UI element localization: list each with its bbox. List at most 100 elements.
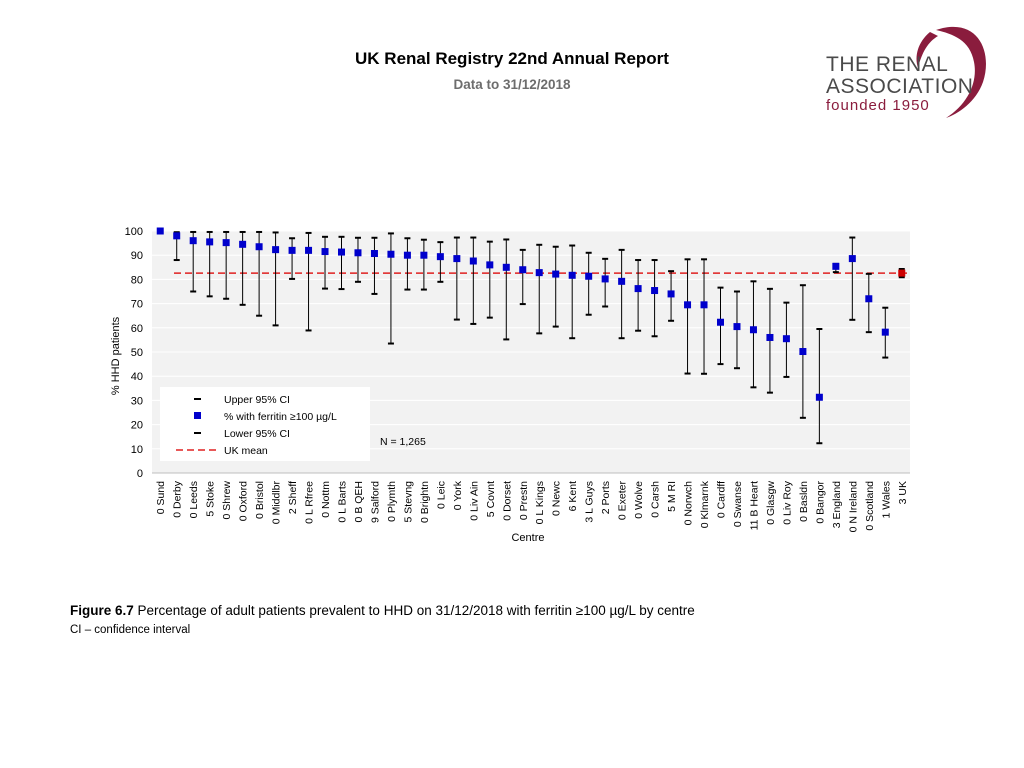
- data-point: [552, 270, 560, 278]
- renal-association-logo: THE RENAL ASSOCIATION founded 1950: [818, 22, 998, 122]
- y-tick-label: 20: [131, 420, 143, 432]
- x-tick-label: 0 Basldn: [798, 481, 810, 522]
- data-point: [403, 251, 411, 259]
- data-point: [305, 246, 313, 254]
- data-point: [799, 348, 807, 356]
- data-point: [486, 261, 494, 269]
- x-tick-label: 0 Sund: [155, 481, 167, 514]
- data-point: [370, 250, 378, 258]
- data-point: [667, 290, 675, 298]
- x-tick-label: 0 Glasgw: [765, 481, 777, 525]
- x-tick-label: 5 Covnt: [485, 481, 497, 517]
- figure-caption: Figure 6.7 Percentage of adult patients …: [70, 603, 695, 618]
- data-point: [634, 285, 642, 293]
- legend-square-icon: [194, 412, 201, 419]
- data-point: [321, 248, 329, 256]
- data-point: [700, 301, 708, 309]
- x-tick-label: 0 Middlbr: [271, 480, 283, 524]
- data-point: [684, 301, 692, 309]
- x-tick-label: 5 Stevng: [402, 481, 414, 523]
- data-point: [766, 333, 774, 341]
- x-tick-label: 1 Wales: [880, 481, 892, 519]
- data-point: [749, 326, 757, 334]
- x-tick-label: 0 Exeter: [617, 481, 629, 521]
- data-point: [535, 269, 543, 277]
- x-tick-label: 0 Liv Roy: [781, 480, 793, 525]
- data-point: [173, 232, 181, 240]
- figure-note: CI – confidence interval: [70, 624, 191, 636]
- y-axis-label: % HHD patients: [110, 316, 122, 395]
- data-point: [469, 257, 477, 265]
- y-tick-label: 90: [131, 250, 143, 262]
- y-tick-label: 10: [131, 444, 143, 456]
- y-tick-label: 60: [131, 323, 143, 335]
- data-point: [651, 287, 659, 295]
- x-tick-label: 0 Prestn: [518, 481, 530, 520]
- x-tick-label: 3 L Guys: [584, 481, 596, 523]
- x-tick-label: 0 Newc: [551, 481, 563, 516]
- x-tick-label: 0 Nottm: [320, 481, 332, 518]
- data-point: [239, 240, 247, 248]
- data-point: [436, 253, 444, 261]
- logo-line-3: founded 1950: [826, 97, 930, 114]
- x-tick-label: 0 Liv Ain: [468, 481, 480, 521]
- figure-label: Figure 6.7: [70, 603, 134, 618]
- x-tick-label: 0 Brightn: [419, 481, 431, 523]
- logo-swoosh-icon: [916, 26, 986, 118]
- data-point: [601, 275, 609, 283]
- data-point: [288, 246, 296, 254]
- x-tick-label: 0 Oxford: [238, 481, 250, 521]
- data-point: [848, 255, 856, 263]
- data-point: [832, 262, 840, 270]
- data-point: [420, 251, 428, 259]
- data-point: [354, 249, 362, 257]
- data-point: [585, 272, 593, 280]
- x-tick-label: 11 B Heart: [748, 481, 760, 530]
- y-tick-label: 0: [137, 468, 143, 480]
- report-subtitle: Data to 31/12/2018: [453, 77, 571, 92]
- figure-caption-text: Percentage of adult patients prevalent t…: [133, 603, 695, 618]
- x-tick-label: 3 UK: [897, 481, 909, 504]
- x-tick-label: 0 Derby: [172, 480, 184, 518]
- data-point: [222, 239, 230, 247]
- data-point: [865, 295, 873, 303]
- y-tick-label: 70: [131, 299, 143, 311]
- x-tick-label: 0 Plymth: [386, 481, 398, 522]
- x-tick-label: 0 Wolve: [633, 481, 645, 519]
- logo-line-2: ASSOCIATION: [826, 75, 974, 98]
- data-point: [255, 243, 263, 251]
- x-tick-label: 0 L Rfree: [304, 481, 316, 524]
- x-tick-label: 5 M RI: [666, 481, 678, 512]
- x-tick-label: 0 York: [452, 480, 464, 510]
- logo-line-1: THE RENAL: [826, 53, 949, 76]
- data-point: [815, 393, 823, 401]
- x-tick-label: 0 L Kings: [534, 481, 546, 524]
- x-tick-label: 3 England: [831, 481, 843, 528]
- legend-label: UK mean: [224, 445, 268, 457]
- y-tick-label: 40: [131, 371, 143, 383]
- data-point: [502, 263, 510, 271]
- data-point: [519, 266, 527, 274]
- data-point: [881, 328, 889, 336]
- data-point: [189, 237, 197, 245]
- data-point: [453, 255, 461, 263]
- data-point: [206, 238, 214, 246]
- x-tick-label: 0 Shrew: [221, 481, 233, 520]
- uk-point: [898, 269, 906, 277]
- n-label: N = 1,265: [380, 436, 426, 448]
- report-title: UK Renal Registry 22nd Annual Report: [355, 49, 669, 68]
- data-point: [387, 250, 395, 258]
- x-tick-label: 0 Bangor: [814, 481, 826, 524]
- x-tick-label: 0 Dorset: [501, 481, 513, 521]
- x-axis-label: Centre: [511, 532, 544, 544]
- x-tick-label: 0 Klmarnk: [699, 480, 711, 528]
- x-tick-label: 0 Bristol: [254, 481, 266, 519]
- data-point: [156, 227, 164, 235]
- legend-label: % with ferritin ≥100 µg/L: [224, 411, 337, 423]
- y-tick-label: 50: [131, 347, 143, 359]
- x-tick-label: 0 Norwch: [683, 481, 695, 526]
- y-tick-label: 30: [131, 395, 143, 407]
- y-tick-label: 100: [125, 226, 143, 238]
- data-point: [568, 271, 576, 279]
